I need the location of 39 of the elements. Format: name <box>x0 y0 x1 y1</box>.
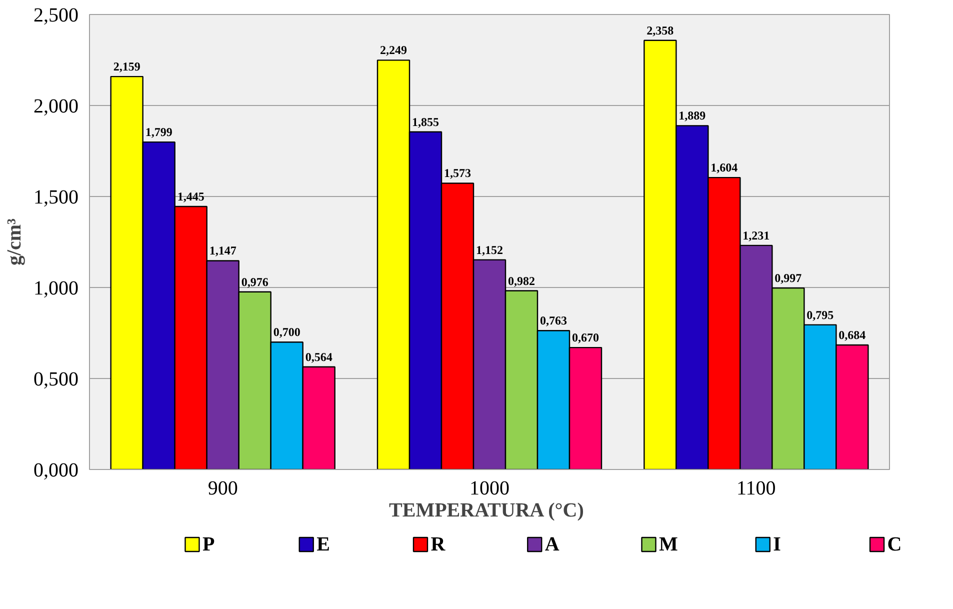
y-axis-title: g/cm³ <box>4 218 26 266</box>
legend-label: A <box>544 534 560 556</box>
x-tick-label: 1000 <box>470 478 510 500</box>
data-label: 0,670 <box>572 330 599 345</box>
data-label: 1,147 <box>209 244 236 258</box>
data-label: 0,763 <box>540 314 567 328</box>
data-label: 1,573 <box>444 166 471 180</box>
x-tick-label: 900 <box>208 478 238 500</box>
data-label: 0,795 <box>806 308 834 322</box>
y-tick-label: 2,000 <box>34 96 78 118</box>
legend-label: I <box>773 534 782 556</box>
data-label: 1,152 <box>476 242 503 257</box>
data-label: 2,159 <box>113 60 140 74</box>
y-tick-label: 2,500 <box>34 4 78 26</box>
data-label: 0,997 <box>774 271 802 286</box>
data-label: 1,889 <box>678 108 706 123</box>
data-label: 0,976 <box>241 274 268 289</box>
data-label: 1,231 <box>742 228 770 242</box>
data-label: 0,982 <box>508 274 535 288</box>
data-label: 0,684 <box>838 328 866 342</box>
legend-label: M <box>659 534 678 556</box>
y-tick-label: 1,000 <box>34 278 78 300</box>
legend-label: P <box>202 534 215 556</box>
data-label: 1,445 <box>177 190 204 204</box>
data-label: 1,855 <box>412 114 439 129</box>
data-label: 1,799 <box>145 125 172 140</box>
y-tick-label: 1,500 <box>34 186 78 208</box>
data-label: 2,358 <box>646 23 674 38</box>
legend-label: E <box>316 534 330 556</box>
x-tick-label: 1100 <box>736 478 776 500</box>
x-axis-title: TEMPERATURA (°C) <box>389 500 584 522</box>
y-tick-label: 0,500 <box>34 368 78 390</box>
data-label: 1,604 <box>710 160 738 175</box>
y-tick-label: 0,000 <box>34 460 78 482</box>
data-label: 0,700 <box>273 325 300 340</box>
legend-label: R <box>430 534 446 556</box>
legend-label: C <box>887 534 902 556</box>
data-label: 0,564 <box>305 350 332 364</box>
data-label: 2,249 <box>380 43 407 58</box>
